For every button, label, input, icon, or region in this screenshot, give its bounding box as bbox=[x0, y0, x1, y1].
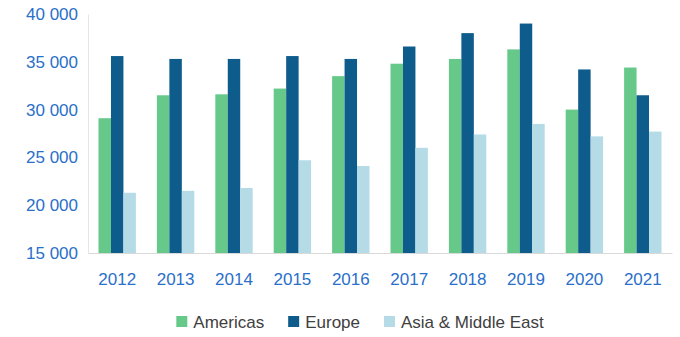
x-tick: 2013 bbox=[157, 253, 195, 289]
legend-label: Asia & Middle East bbox=[401, 313, 544, 332]
bar bbox=[286, 56, 298, 253]
x-tick-label: 2012 bbox=[98, 270, 136, 289]
bar bbox=[578, 69, 590, 253]
bar bbox=[99, 118, 111, 253]
x-tick-label: 2020 bbox=[565, 270, 603, 289]
x-tick-label: 2017 bbox=[390, 270, 428, 289]
bar bbox=[403, 47, 415, 253]
y-tick-label: 35 000 bbox=[26, 53, 78, 72]
legend: Americas Europe Asia & Middle East bbox=[176, 313, 544, 332]
series-bars bbox=[123, 124, 661, 253]
y-tick: 15 000 bbox=[26, 244, 88, 263]
legend-swatch bbox=[176, 316, 187, 327]
x-tick-label: 2015 bbox=[273, 270, 311, 289]
bar bbox=[157, 95, 169, 253]
y-tick-label: 15 000 bbox=[26, 244, 78, 263]
bar bbox=[215, 94, 227, 253]
bar bbox=[299, 160, 311, 253]
x-tick: 2018 bbox=[449, 253, 487, 289]
bar bbox=[649, 132, 661, 253]
x-axis-line bbox=[89, 253, 673, 254]
x-tick: 2017 bbox=[390, 253, 428, 289]
legend-item: Asia & Middle East bbox=[384, 313, 544, 332]
bar bbox=[532, 124, 544, 253]
bar bbox=[474, 134, 486, 253]
x-tick-label: 2013 bbox=[157, 270, 195, 289]
bar bbox=[123, 193, 135, 253]
series-bars bbox=[111, 24, 649, 253]
x-tick: 2016 bbox=[332, 253, 370, 289]
x-tick: 2015 bbox=[273, 253, 311, 289]
legend-item: Americas bbox=[176, 313, 264, 332]
bar bbox=[520, 24, 532, 253]
y-tick-label: 40 000 bbox=[26, 5, 78, 24]
x-tick-label: 2021 bbox=[624, 270, 662, 289]
bar bbox=[507, 49, 519, 253]
legend-label: Europe bbox=[305, 313, 360, 332]
y-tick: 30 000 bbox=[26, 101, 88, 120]
y-tick: 40 000 bbox=[26, 5, 88, 24]
y-tick-label: 30 000 bbox=[26, 101, 78, 120]
legend-swatch bbox=[384, 316, 395, 327]
bar bbox=[332, 76, 344, 253]
bar bbox=[182, 191, 194, 253]
x-tick-label: 2019 bbox=[507, 270, 545, 289]
bar bbox=[591, 136, 603, 253]
y-tick: 25 000 bbox=[26, 148, 88, 167]
x-tick-label: 2016 bbox=[332, 270, 370, 289]
bar bbox=[415, 148, 427, 253]
bar bbox=[391, 64, 403, 253]
bar bbox=[637, 95, 649, 253]
bar bbox=[111, 56, 123, 253]
legend-label: Americas bbox=[193, 313, 264, 332]
bar bbox=[345, 59, 357, 253]
x-tick: 2014 bbox=[215, 253, 253, 289]
series-bars bbox=[99, 49, 637, 253]
bar bbox=[449, 59, 461, 253]
x-tick-label: 2018 bbox=[449, 270, 487, 289]
bar bbox=[357, 166, 369, 253]
y-axis: 15 000 20 000 25 000 30 000 35 000 40 000 bbox=[26, 5, 89, 263]
legend-swatch bbox=[288, 316, 299, 327]
y-tick-label: 25 000 bbox=[26, 148, 78, 167]
y-axis-line bbox=[88, 15, 89, 254]
x-tick: 2019 bbox=[507, 253, 545, 289]
chart: 15 000 20 000 25 000 30 000 35 000 40 000 2012… bbox=[0, 0, 680, 337]
x-tick: 2021 bbox=[624, 253, 662, 289]
y-tick: 35 000 bbox=[26, 53, 88, 72]
bars bbox=[99, 24, 662, 253]
bar bbox=[228, 59, 240, 253]
y-tick: 20 000 bbox=[26, 196, 88, 215]
bar bbox=[624, 68, 636, 253]
bar bbox=[566, 110, 578, 253]
bar bbox=[240, 188, 252, 253]
bar bbox=[169, 59, 181, 253]
x-axis: 2012 2013 2014 2015 2016 2017 2018 2019 2020 2021 bbox=[89, 253, 673, 289]
y-tick-label: 20 000 bbox=[26, 196, 78, 215]
x-tick: 2020 bbox=[565, 253, 603, 289]
x-tick: 2012 bbox=[98, 253, 136, 289]
bar bbox=[274, 89, 286, 253]
x-tick-label: 2014 bbox=[215, 270, 253, 289]
legend-item: Europe bbox=[288, 313, 360, 332]
bar bbox=[461, 33, 473, 253]
